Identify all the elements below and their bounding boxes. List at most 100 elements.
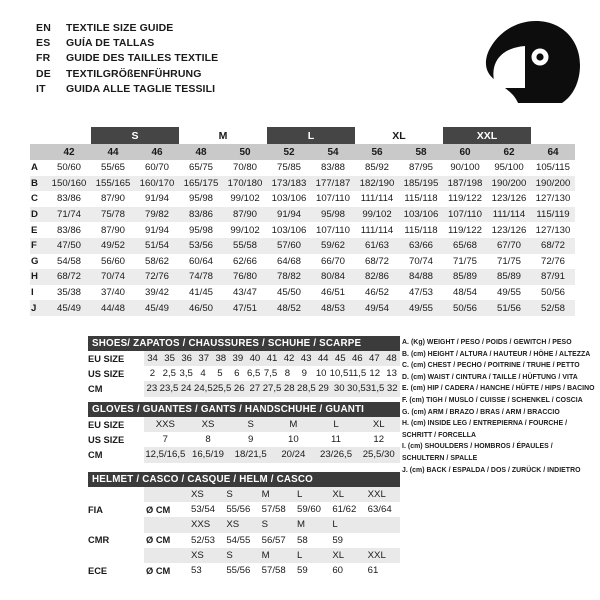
helmet-standard-row-cmr: CMR Ø CM 52/53 54/55 56/57 58 59 (88, 532, 400, 548)
measurement-cell: 45/49 (56, 302, 81, 314)
helmet-title: HELMET / CASCO / CASQUE / HELM / CASCO (88, 472, 400, 487)
measurement-cell: 99/102 (230, 224, 260, 236)
measurement-cell: 185/195 (403, 177, 439, 189)
language-code: FR (36, 52, 51, 65)
size-band-empty (531, 127, 575, 144)
measurement-cell: 58/62 (144, 255, 169, 267)
gloves-title: GLOVES / GUANTES / GANTS / HANDSCHUHE / … (88, 402, 400, 417)
measurement-cell: 127/130 (535, 224, 571, 236)
shoes-cell: 36 (181, 353, 192, 365)
measurement-cell: 67/70 (496, 240, 521, 252)
measurement-cell: 80/84 (320, 271, 345, 283)
measurement-cell: 53/56 (188, 240, 213, 252)
shoes-cell: 3,5 (179, 368, 193, 380)
measurement-cell: 71/75 (496, 255, 521, 267)
measurement-cell: 87/90 (100, 193, 125, 205)
measurement-cell: 111/114 (360, 193, 394, 205)
measurement-cell: 127/130 (535, 193, 571, 205)
helmet-diameter-cell: 53/54 (191, 504, 216, 516)
shoes-cell: 26 (233, 383, 245, 395)
measurement-cell: 72/76 (144, 271, 169, 283)
helmet-size-labels: XS S M L XL XXL (188, 548, 400, 563)
measurement-cell: 51/54 (144, 240, 169, 252)
measurement-cell: 103/106 (271, 193, 307, 205)
measurement-cell: 48/54 (452, 287, 477, 299)
measurement-cell: 49/55 (496, 287, 521, 299)
measurement-cell: 46/51 (320, 287, 345, 299)
measurement-cell: 160/170 (139, 177, 175, 189)
measurement-cell: 107/110 (316, 193, 350, 205)
row-letter: F (31, 240, 37, 252)
measurement-cell: 50/60 (56, 162, 81, 174)
helmet-diameter-values: 52/53 54/55 56/57 58 59 (188, 533, 400, 548)
size-number-46: 46 (151, 146, 163, 158)
helmet-size-labels: XS S M L XL XXL (188, 487, 400, 502)
measurement-cell: 75/78 (100, 209, 125, 221)
shoes-cell: 12 (369, 368, 381, 380)
shoes-cell: 23 (146, 383, 158, 395)
size-number-row: 42 44 46 48 50 52 54 56 58 60 62 64 (30, 144, 575, 160)
measurement-cell: 105/115 (536, 162, 570, 174)
measurement-cell: 59/62 (320, 240, 345, 252)
gloves-row-values: XXS XS S M L XL (144, 417, 400, 432)
measurement-cell: 50/56 (540, 287, 565, 299)
measurement-cell: 55/58 (232, 240, 257, 252)
helmet-size-labels: XXS XS S M L (188, 517, 400, 532)
measurement-cell: 45/49 (144, 302, 169, 314)
measurement-cell: 95/100 (494, 162, 524, 174)
shoes-cell: 24 (180, 383, 192, 395)
measurement-cell: 85/89 (496, 271, 521, 283)
measurement-cell: 70/74 (408, 255, 433, 267)
shoes-cell: 27,5 (262, 383, 282, 395)
measurement-cell: 91/94 (144, 193, 169, 205)
size-band-xl: XL (355, 127, 443, 144)
measurement-cell: 170/180 (227, 177, 263, 189)
measurement-cell: 76/80 (232, 271, 257, 283)
textile-size-table: S M L XL XXL 42 44 46 48 50 52 54 56 58 60 62 64 A 50/60 55… (30, 127, 575, 316)
size-number-42: 42 (63, 146, 75, 158)
measurement-cell: 56/60 (100, 255, 125, 267)
shoes-cell: 48 (386, 353, 397, 365)
shoes-cell: 2,5 (162, 368, 176, 380)
gloves-row-values: 12,5/16,5 16,5/19 18/21,5 20/24 23/26,5 25,5/… (144, 447, 400, 462)
language-row: ES GUÍA DE TALLAS (36, 37, 218, 52)
helmet-size-label: XS (226, 519, 240, 531)
measurement-cell: 95/98 (188, 193, 213, 205)
gloves-cell: 16,5/19 (192, 449, 225, 461)
measurement-cell: 111/114 (360, 224, 394, 236)
measurement-cell: 75/85 (276, 162, 301, 174)
racing-helmet-icon (478, 18, 586, 110)
size-number-60: 60 (459, 146, 471, 158)
measurement-cell: 70/74 (100, 271, 125, 283)
measurement-cell: 87/90 (100, 224, 125, 236)
language-code: ES (36, 37, 51, 50)
gloves-row-values: 7 8 9 10 11 12 (144, 432, 400, 447)
measurement-cell: 78/82 (276, 271, 301, 283)
language-row: FR GUIDE DES TAILLES TEXTILE (36, 52, 218, 67)
shoes-cell: 11,5 (348, 368, 367, 380)
shoes-cell: 40 (249, 353, 261, 365)
measurement-cell: 87/95 (408, 162, 433, 174)
size-band-empty (47, 127, 91, 144)
legend-line: I. (cm) SHOULDERS / HOMBROS / ÉPAULES / (402, 443, 553, 451)
measurement-cell: 150/160 (51, 177, 87, 189)
measurement-cell: 83/86 (188, 209, 213, 221)
measurement-cell: 46/52 (364, 287, 389, 299)
helmet-size-label: L (296, 549, 303, 561)
shoes-cell: 7,5 (263, 368, 278, 380)
helmet-size-row: XS S M L XL XXL (88, 487, 400, 503)
shoes-cell: 8 (284, 368, 291, 380)
helmet-size-row-spacer (88, 547, 144, 563)
size-band-l: L (267, 127, 355, 144)
legend-line: J. (cm) BACK / ESPALDA / DOS / ZURÜCK / … (402, 466, 581, 474)
measurement-cell: 39/42 (144, 287, 169, 299)
language-row: DE TEXTILGRÖßENFÜHRUNG (36, 68, 218, 83)
helmet-size-row-spacer (88, 487, 144, 503)
gloves-row-label: US SIZE (88, 432, 144, 448)
helmet-size-row: XS S M L XL XXL (88, 547, 400, 563)
measurement-cell: 62/66 (232, 255, 257, 267)
row-letter: A (31, 162, 38, 174)
measurement-cell: 103/106 (403, 209, 439, 221)
row-letter: G (31, 255, 39, 267)
measurement-row-d: D 71/74 75/78 79/82 83/86 87/90 91/94 95/98 99/1… (30, 206, 575, 223)
